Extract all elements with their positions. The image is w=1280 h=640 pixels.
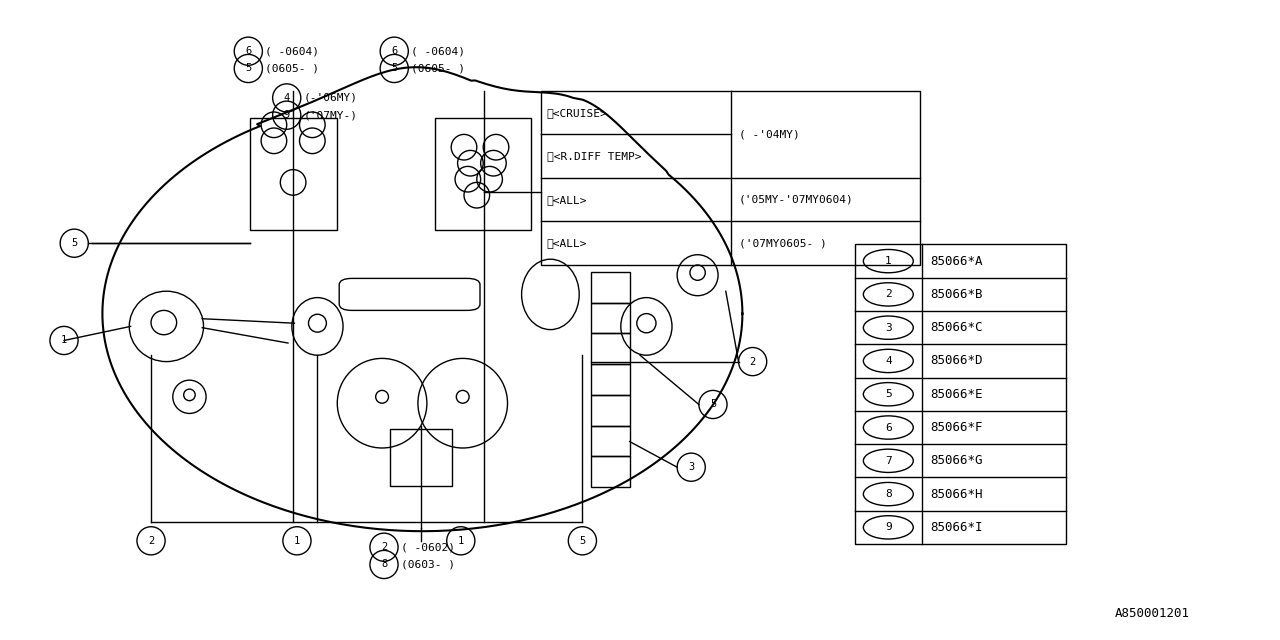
Bar [591,426,630,456]
Bar [591,395,630,426]
Text: 7: 7 [884,456,892,466]
Text: A850001201: A850001201 [1115,607,1189,620]
Text: 1: 1 [884,256,892,266]
Text: 85066*A: 85066*A [931,255,983,268]
Text: 85066*E: 85066*E [931,388,983,401]
Text: 6: 6 [884,422,892,433]
Text: 5: 5 [710,399,716,410]
Text: 5: 5 [392,63,397,74]
Text: 1: 1 [458,536,463,546]
Text: ( -'04MY): ( -'04MY) [739,129,799,140]
Text: 1: 1 [61,335,67,346]
Text: ⑶<ALL>: ⑶<ALL> [547,195,588,205]
Text: 8: 8 [381,559,387,570]
Text: 2: 2 [750,356,755,367]
Bar [435,118,531,230]
Bar [250,118,337,230]
Text: ( -0602): ( -0602) [401,542,454,552]
Text: ('07MY0605- ): ('07MY0605- ) [739,238,827,248]
Text: 3: 3 [884,323,892,333]
Text: 5: 5 [580,536,585,546]
Text: (0605- ): (0605- ) [265,63,319,74]
Text: ('05MY-'07MY0604): ('05MY-'07MY0604) [739,195,854,205]
Text: 6: 6 [392,46,397,56]
Text: 4: 4 [284,93,289,103]
Text: 85066*I: 85066*I [931,521,983,534]
Text: 2: 2 [884,289,892,300]
Text: 5: 5 [246,63,251,74]
Text: 1: 1 [294,536,300,546]
Text: ⑷<CRUISE>: ⑷<CRUISE> [547,108,607,118]
Text: 9: 9 [884,522,892,532]
Text: ⑵<ALL>: ⑵<ALL> [547,238,588,248]
Text: 85066*F: 85066*F [931,421,983,434]
Text: 2: 2 [148,536,154,546]
Text: (0603- ): (0603- ) [401,559,454,570]
Text: 6: 6 [246,46,251,56]
Bar [591,272,630,303]
Text: 85066*D: 85066*D [931,355,983,367]
Text: (0605- ): (0605- ) [411,63,465,74]
Bar [591,456,630,487]
Text: (-'06MY): (-'06MY) [303,93,357,103]
Bar [591,364,630,395]
Text: 2: 2 [381,542,387,552]
Text: 4: 4 [884,356,892,366]
Text: ( -0604): ( -0604) [411,46,465,56]
Bar [390,429,452,486]
Text: 3: 3 [689,462,694,472]
Text: 85066*B: 85066*B [931,288,983,301]
Text: ( -0604): ( -0604) [265,46,319,56]
Text: 9: 9 [284,110,289,120]
Text: ⑶<R.DIFF TEMP>: ⑶<R.DIFF TEMP> [547,151,641,161]
Bar [855,244,1066,544]
Text: 5: 5 [72,238,77,248]
Bar [541,91,920,265]
Text: 5: 5 [884,389,892,399]
Text: 85066*G: 85066*G [931,454,983,467]
Text: 85066*C: 85066*C [931,321,983,334]
Text: 85066*H: 85066*H [931,488,983,500]
Bar [591,303,630,333]
Bar [591,333,630,364]
Text: 8: 8 [884,489,892,499]
Text: ('07MY-): ('07MY-) [303,110,357,120]
